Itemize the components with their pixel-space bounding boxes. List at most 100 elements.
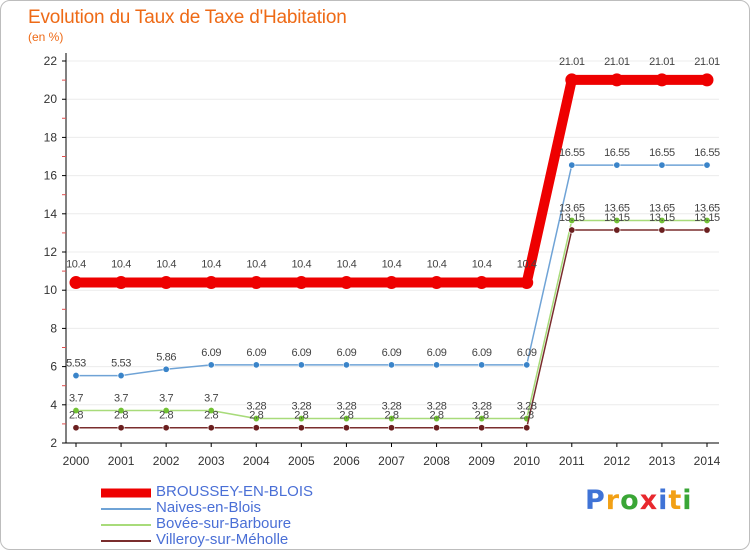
- data-label-s3-2008: 2.8: [430, 410, 444, 422]
- data-label-s2-2010: 3.28: [517, 401, 537, 413]
- logo-letter-5: t: [668, 485, 683, 516]
- series-1-point-2010: [523, 361, 531, 369]
- data-label-s0-2012: 21.01: [604, 56, 630, 68]
- series-0-point-2002: [159, 276, 173, 290]
- series-2-point-2011: [568, 216, 576, 224]
- data-label-s0-2014: 21.01: [694, 56, 720, 68]
- y-tick-label-10: 10: [44, 283, 58, 297]
- x-tick-label-2012: 2012: [604, 454, 631, 468]
- series-0-point-2006: [339, 276, 353, 290]
- y-tick-label-6: 6: [50, 360, 57, 374]
- logo-letter-3: x: [639, 485, 659, 516]
- series-2-point-2013: [658, 216, 666, 224]
- data-label-s2-2002: 3.7: [159, 393, 173, 405]
- series-1-point-2007: [387, 361, 395, 369]
- data-label-s2-2005: 3.28: [291, 401, 311, 413]
- legend-label-villeroy: Villeroy-sur-Méholle: [156, 531, 289, 548]
- series-3-point-2013: [658, 226, 666, 234]
- y-tick-label-20: 20: [44, 92, 58, 106]
- series-2-point-2001: [117, 407, 125, 415]
- y-tick-label-8: 8: [50, 321, 57, 335]
- data-label-s1-2010: 6.09: [517, 347, 537, 359]
- legend-label-broussey: BROUSSEY-EN-BLOIS: [156, 483, 313, 500]
- series-3-point-2010: [523, 424, 531, 432]
- series-group: [69, 73, 714, 432]
- data-label-s0-2006: 10.4: [337, 259, 357, 271]
- data-label-s1-2006: 6.09: [337, 347, 357, 359]
- series-2-point-2000: [72, 407, 80, 415]
- legend-item-naives[interactable]: Naives-en-Blois: [101, 500, 401, 517]
- series-3-point-2006: [342, 424, 350, 432]
- x-tick-label-2005: 2005: [288, 454, 315, 468]
- series-3-point-2004: [252, 424, 260, 432]
- chart-y-unit-label: (en %): [28, 30, 64, 44]
- x-tick-label-2014: 2014: [694, 454, 721, 468]
- data-label-s0-2002: 10.4: [156, 259, 176, 271]
- data-label-s0-2013: 21.01: [649, 56, 675, 68]
- data-label-s1-2003: 6.09: [201, 347, 221, 359]
- data-label-s0-2000: 10.4: [66, 259, 86, 271]
- data-label-s2-2000: 3.7: [69, 393, 83, 405]
- data-label-s2-2008: 3.28: [427, 401, 447, 413]
- data-label-s1-2000: 5.53: [66, 358, 86, 370]
- series-1-point-2013: [658, 161, 666, 169]
- series-2-point-2002: [162, 407, 170, 415]
- data-label-s0-2011: 21.01: [559, 56, 585, 68]
- data-label-s0-2009: 10.4: [472, 259, 492, 271]
- series-1-point-2006: [342, 361, 350, 369]
- data-label-s0-2007: 10.4: [382, 259, 402, 271]
- x-tick-label-2009: 2009: [468, 454, 495, 468]
- logo-letter-2: o: [620, 485, 640, 516]
- data-label-s3-2005: 2.8: [294, 410, 308, 422]
- x-tick-label-2008: 2008: [423, 454, 450, 468]
- series-0-point-2012: [610, 73, 624, 87]
- data-label-s1-2008: 6.09: [427, 347, 447, 359]
- data-label-s3-2014: 13.15: [694, 212, 720, 224]
- y-tick-label-16: 16: [44, 169, 58, 183]
- series-2-line: [75, 219, 708, 420]
- data-label-s3-2011: 13.15: [559, 212, 585, 224]
- series-1-point-2002: [162, 365, 170, 373]
- x-tick-label-2007: 2007: [378, 454, 405, 468]
- series-0-point-2009: [475, 276, 489, 290]
- series-3-point-2003: [207, 424, 215, 432]
- data-label-s0-2001: 10.4: [111, 259, 131, 271]
- series-0-point-2000: [69, 276, 83, 290]
- data-label-s1-2002: 5.86: [156, 351, 176, 363]
- data-label-s2-2009: 3.28: [472, 401, 492, 413]
- legend-label-bovee: Bovée-sur-Barboure: [156, 515, 292, 532]
- legend-item-villeroy[interactable]: Villeroy-sur-Méholle: [101, 531, 401, 549]
- x-tick-label-2011: 2011: [559, 454, 585, 468]
- series-0-point-2007: [385, 276, 398, 290]
- data-label-s3-2006: 2.8: [339, 410, 353, 422]
- series-3-point-2014: [703, 226, 711, 234]
- logo-letter-6: i: [682, 485, 693, 516]
- x-tick-label-2004: 2004: [243, 454, 270, 468]
- series-0-point-2013: [655, 73, 669, 87]
- legend-swatch-villeroy: [101, 540, 151, 542]
- data-label-s3-2003: 2.8: [204, 410, 218, 422]
- x-tick-label-2006: 2006: [333, 454, 360, 468]
- legend-swatch-broussey: [101, 488, 151, 498]
- data-label-s3-2012: 13.15: [604, 212, 630, 224]
- series-3-point-2011: [568, 226, 576, 234]
- x-tick-label-2010: 2010: [513, 454, 540, 468]
- legend-item-bovee[interactable]: Bovée-sur-Barboure: [101, 515, 401, 533]
- series-2-point-2006: [342, 415, 350, 423]
- legend-item-broussey[interactable]: BROUSSEY-EN-BLOIS: [101, 483, 401, 501]
- data-label-s3-2000: 2.8: [69, 410, 83, 422]
- series-1-point-2014: [703, 161, 711, 169]
- series-0-point-2008: [430, 276, 444, 290]
- chart-legend: BROUSSEY-EN-BLOIS Naives-en-Blois Bovée-…: [101, 483, 401, 549]
- y-tick-label-4: 4: [50, 398, 57, 412]
- series-3-point-2005: [297, 424, 305, 432]
- data-label-s1-2005: 6.09: [291, 347, 311, 359]
- series-1-point-2004: [252, 361, 260, 369]
- data-label-s0-2005: 10.4: [291, 259, 311, 271]
- y-tick-label-12: 12: [44, 245, 58, 259]
- logo-letter-1: r: [605, 485, 621, 516]
- data-label-s3-2010: 2.8: [520, 410, 534, 422]
- data-label-s2-2013: 13.65: [649, 202, 675, 214]
